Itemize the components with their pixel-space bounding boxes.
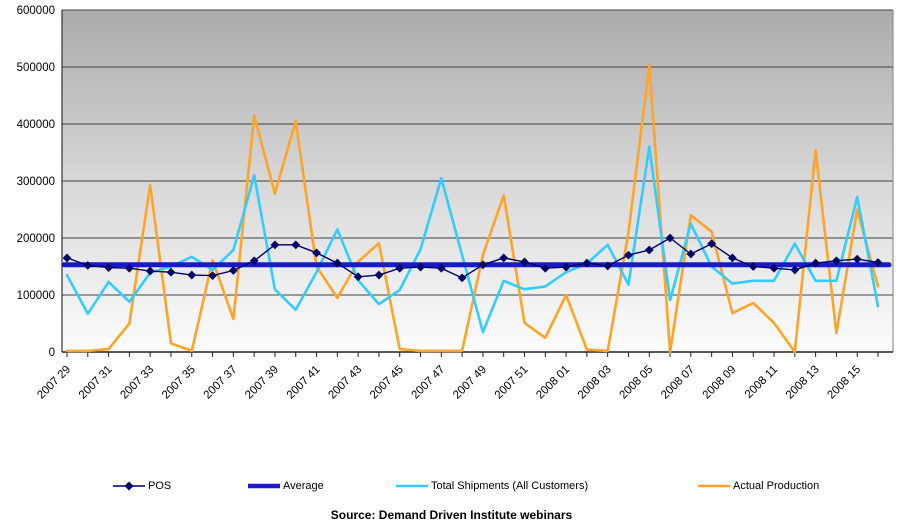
legend-marker [113,481,145,491]
pos-marker [124,263,134,273]
x-axis-label: 2007 39 [243,364,281,402]
pos-marker [353,272,363,282]
x-axis-label: 2007 37 [202,364,240,402]
pos-marker [62,253,72,263]
legend-label: Average [283,480,324,492]
pos-marker [499,253,509,263]
pos-marker [832,256,841,266]
x-axis-label: 2007 51 [493,364,531,402]
pos-marker [748,262,758,271]
pos-marker [145,266,155,276]
x-axis-label: 2007 43 [326,364,364,402]
pos-marker [540,263,550,273]
legend-item-actual-production: Actual Production [697,478,819,494]
pos-marker [644,245,654,255]
series-line-actual-production [65,64,880,354]
pos-marker [187,270,197,280]
legend-item-total-shipments-all-customers: Total Shipments (All Customers) [395,478,588,494]
x-axis-label: 2007 29 [35,364,73,402]
x-axis-label: 2008 11 [743,364,780,401]
pos-marker [436,263,446,273]
legend-label: Actual Production [733,480,820,492]
x-axis-label: 2008 15 [825,364,863,402]
pos-marker [665,233,675,243]
pos-marker [166,267,176,277]
legend-marker [396,484,428,488]
series-line-pos [66,237,879,279]
pos-marker [416,262,425,272]
pos-marker [83,260,93,270]
x-axis-label: 2007 31 [77,364,115,402]
pos-marker [312,248,321,258]
pos-marker [249,256,259,266]
pos-marker [582,258,592,268]
pos-marker [561,262,571,272]
x-axis-label: 2007 47 [410,364,448,402]
x-axis-label: 2008 05 [617,364,655,402]
y-axis-label: 200000 [17,233,55,245]
pos-marker [478,260,488,270]
pos-marker [374,270,384,280]
pos-marker [769,263,779,273]
pos-marker [686,249,696,259]
pos-marker [332,258,342,268]
x-axis-label: 2008 01 [534,364,572,402]
pos-marker [208,271,217,281]
source-note: Source: Demand Driven Institute webinars [330,508,573,522]
legend-item-pos: POS [112,478,171,494]
line-chart: 0 100000 200000 300000 400000 500000 600000 200… [17,5,894,402]
pos-marker [395,263,405,273]
pos-marker [624,250,633,260]
pos-marker [790,265,800,275]
legend-marker [698,484,730,488]
pos-marker [852,254,862,264]
x-axis-label: 2007 41 [285,364,323,402]
legend-marker [248,483,280,489]
pos-marker [707,239,717,249]
x-axis-label: 2008 13 [784,364,822,402]
pos-marker [520,257,529,267]
y-axis-label: 0 [49,347,55,359]
legend-label: Total Shipments (All Customers) [431,480,589,492]
pos-marker [104,263,113,273]
x-axis-label: 2008 03 [576,364,614,402]
x-axis-label: 2007 33 [118,364,156,402]
x-axis-label: 2007 35 [160,364,198,402]
y-axis-label: 600000 [17,5,55,17]
pos-marker [603,261,613,271]
pos-marker [873,258,883,267]
chart-legend: POS Average Total Shipments (All Customers… [0,478,903,498]
legend-label: POS [148,480,172,492]
x-axis-label: 2007 45 [368,364,406,402]
y-axis-label: 400000 [17,119,55,131]
pos-marker [457,273,467,283]
legend-item-average: Average [247,478,324,494]
y-axis-label: 100000 [17,290,55,302]
pos-marker [270,240,280,250]
x-axis-label: 2008 09 [701,364,739,402]
y-axis-label: 300000 [17,176,55,188]
pos-marker [228,266,238,275]
pos-marker [728,253,737,263]
x-axis-label: 2007 49 [451,364,489,402]
y-axis-label: 500000 [17,62,55,74]
pos-marker [291,240,301,250]
x-axis-label: 2008 07 [659,364,697,402]
pos-marker [811,258,821,268]
